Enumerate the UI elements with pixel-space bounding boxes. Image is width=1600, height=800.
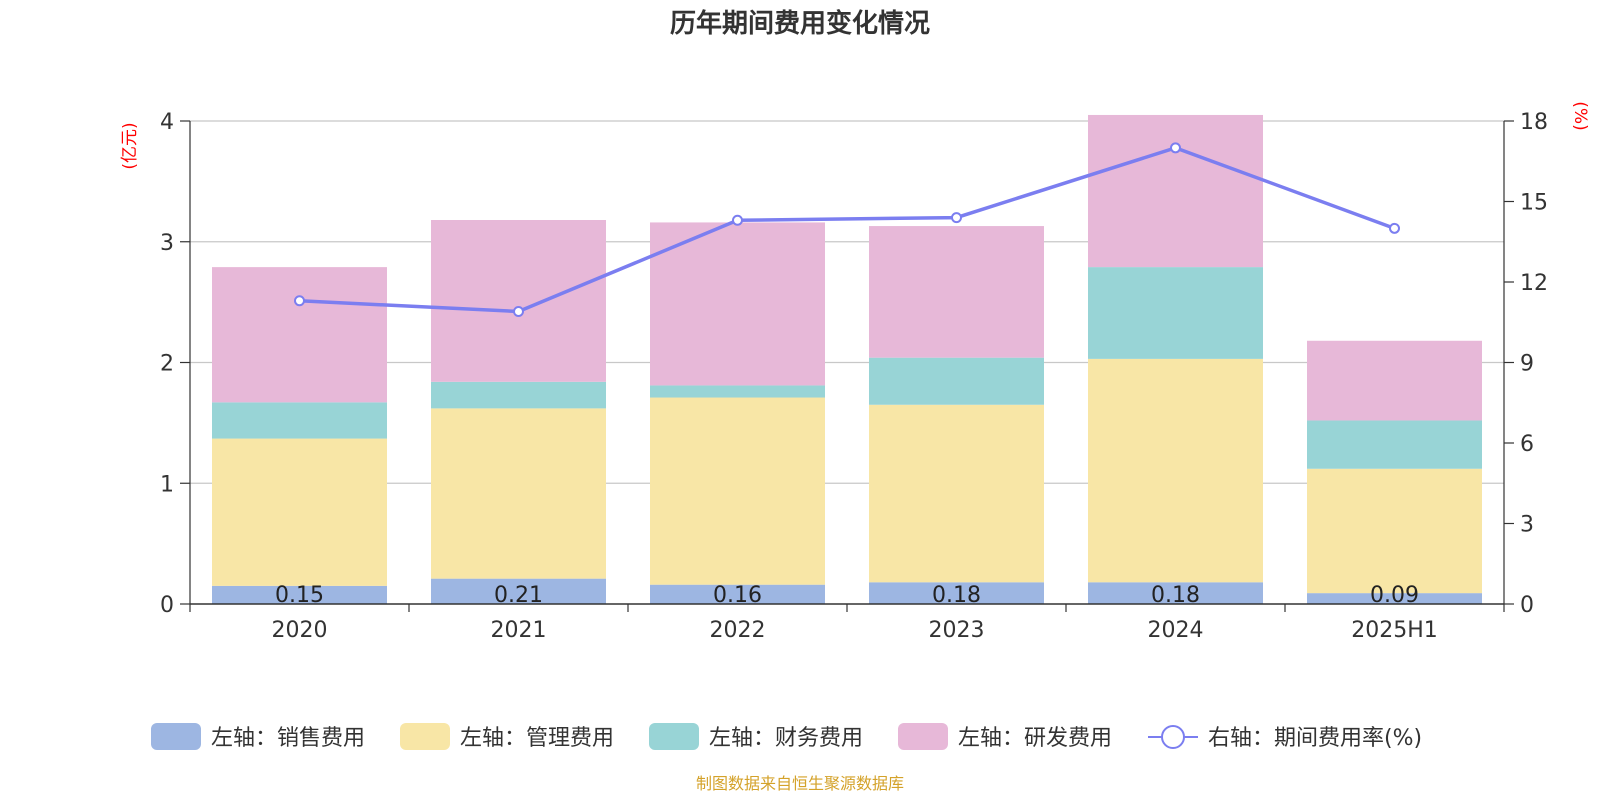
right-tick-label: 0 [1520,593,1534,618]
legend-swatch-admin [400,723,450,750]
x-tick-label: 2020 [272,618,328,643]
bar-admin [212,438,387,586]
rate-point [1389,222,1400,234]
right-tick-label: 3 [1520,513,1534,538]
chart-title: 历年期间费用变化情况 [670,8,930,39]
legend-label: 左轴：研发费用 [958,726,1112,751]
legend-swatch-sales [151,723,201,750]
bar-rnd [431,220,606,382]
line-layer [294,142,1400,318]
bar-sales [1088,582,1263,604]
rate-point [513,306,524,318]
rate-line [299,145,1396,314]
bar-admin [1307,468,1482,594]
rate-point [1170,142,1181,154]
grid-layer [190,120,1504,484]
x-tick-label: 2024 [1148,618,1204,643]
x-tick-label: 2021 [491,618,547,643]
bar-data-label: 0.15 [275,583,324,608]
right-tick-label: 9 [1520,352,1534,377]
bar-sales [431,578,606,604]
bar-data-label: 0.18 [1151,583,1200,608]
left-tick-label: 2 [160,352,174,377]
rate-point [294,295,305,307]
bar-finance [1088,267,1263,359]
source-note: 制图数据来自恒生聚源数据库 [696,774,904,793]
left-tick-label: 0 [160,593,174,618]
bar-data-label: 0.21 [494,583,543,608]
bar-rnd [1088,114,1263,268]
bar-finance [431,381,606,409]
right-tick-label: 15 [1520,191,1548,216]
left-axis-unit: (亿元) [120,122,140,169]
bar-finance [1307,420,1482,469]
bar-admin [869,404,1044,583]
bar-data-label: 0.18 [932,583,981,608]
legend-label: 左轴：销售费用 [211,726,365,751]
bar-data-label: 0.16 [713,583,762,608]
bar-admin [1088,358,1263,583]
legend-label: 左轴：管理费用 [460,726,614,751]
bar-admin [650,397,825,585]
left-tick-label: 4 [160,110,174,135]
rate-point [732,214,743,226]
bar-sales [1307,593,1482,604]
bar-rnd [650,222,825,386]
bar-layer [212,114,1482,604]
x-tick-label: 2025H1 [1351,618,1438,643]
right-tick-label: 6 [1520,432,1534,457]
x-tick-label: 2022 [710,618,766,643]
legend-label: 右轴：期间费用率(%) [1208,726,1422,751]
bar-sales [212,585,387,604]
legend: 左轴：销售费用 左轴：管理费用 左轴：财务费用 左轴：研发费用 右轴：期间费用率(%) [151,723,1422,751]
right-axis-unit: (%) [1570,101,1590,130]
left-tick-label: 3 [160,231,174,256]
legend-swatch-finance [649,723,699,750]
bar-admin [431,408,606,579]
label-layer: 0.15 0.21 0.16 0.18 0.18 0.09 [275,583,1419,608]
x-tick-label: 2023 [929,618,985,643]
bar-data-label: 0.09 [1370,583,1419,608]
right-tick-label: 12 [1520,271,1548,296]
legend-label: 左轴：财务费用 [709,726,863,751]
legend-swatch-rnd [898,723,948,750]
rate-point [951,212,962,224]
bar-rnd [869,226,1044,358]
bar-finance [869,357,1044,405]
right-tick-label: 18 [1520,110,1548,135]
left-tick-label: 1 [160,472,174,497]
bar-finance [650,385,825,398]
bar-rnd [1307,340,1482,421]
bar-sales [869,582,1044,604]
bar-sales [650,584,825,604]
bar-rnd [212,267,387,403]
bar-finance [212,402,387,439]
legend-circle-marker [1161,725,1185,749]
